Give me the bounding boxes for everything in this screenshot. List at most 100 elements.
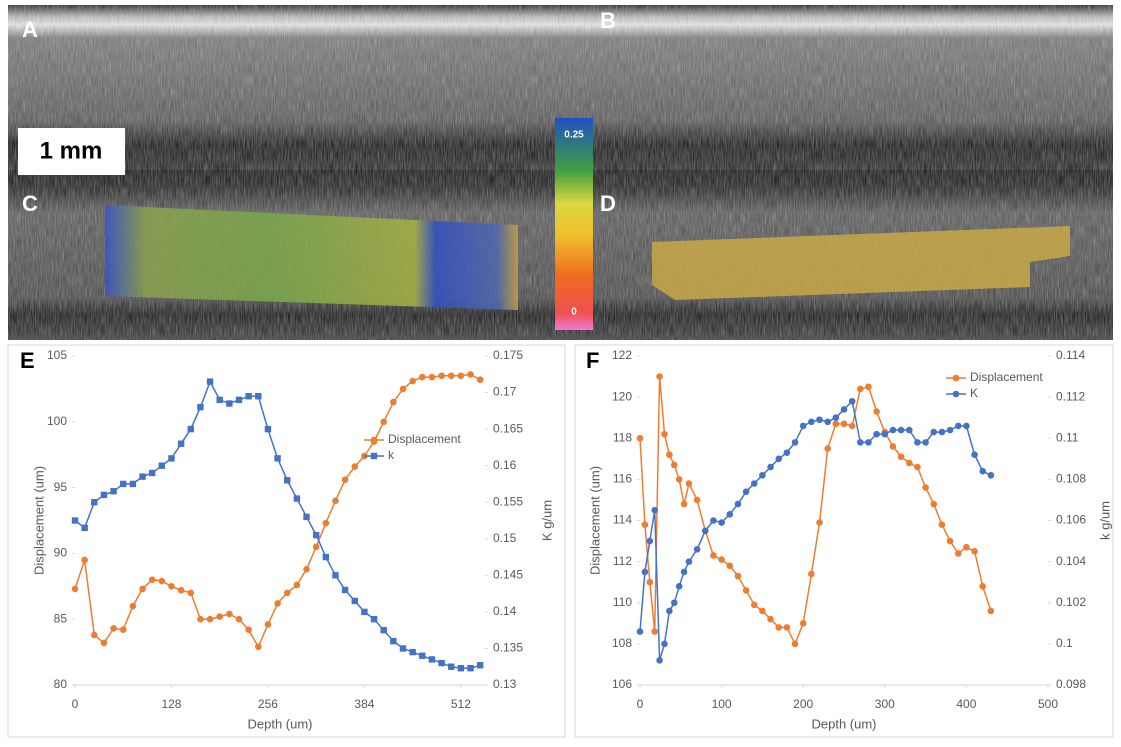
panel-label: E bbox=[20, 348, 35, 373]
legend-label: K bbox=[970, 386, 978, 400]
y-tick-label: 120 bbox=[612, 389, 632, 403]
x-tick-label: 512 bbox=[451, 697, 471, 711]
y-tick-label: 80 bbox=[54, 677, 68, 691]
data-point bbox=[100, 491, 108, 499]
legend-marker bbox=[370, 452, 378, 460]
data-point bbox=[332, 497, 339, 505]
data-point bbox=[636, 628, 644, 635]
data-point bbox=[987, 607, 995, 615]
data-point bbox=[824, 418, 831, 426]
data-point bbox=[914, 463, 921, 471]
data-point bbox=[987, 471, 995, 479]
data-point bbox=[418, 373, 426, 381]
legend-label: Displacement bbox=[388, 432, 461, 446]
y-tick-label: 95 bbox=[54, 480, 68, 494]
data-point bbox=[979, 467, 987, 475]
data-point bbox=[718, 556, 725, 563]
elasticity-overlay-c bbox=[105, 205, 518, 310]
data-point bbox=[808, 570, 815, 578]
data-point bbox=[341, 476, 349, 484]
data-point bbox=[226, 610, 233, 618]
data-point bbox=[954, 422, 962, 430]
data-point bbox=[322, 519, 330, 527]
data-point bbox=[767, 463, 774, 471]
data-point bbox=[963, 543, 970, 551]
x-tick-label: 500 bbox=[1038, 697, 1058, 711]
legend-marker bbox=[952, 374, 960, 382]
data-point bbox=[742, 587, 750, 594]
data-point bbox=[816, 416, 823, 424]
y-tick-label: 122 bbox=[612, 348, 632, 362]
data-point bbox=[701, 527, 709, 535]
data-point bbox=[370, 616, 378, 623]
data-point bbox=[710, 517, 717, 524]
data-point bbox=[293, 581, 301, 589]
data-point bbox=[675, 583, 683, 590]
data-point bbox=[120, 480, 127, 488]
y-axis-title: Displacement (um) bbox=[587, 466, 602, 575]
colorbar bbox=[555, 118, 593, 330]
y-tick-label: 110 bbox=[613, 595, 632, 609]
x-tick-label: 0 bbox=[72, 697, 79, 711]
data-point bbox=[71, 517, 79, 524]
data-point bbox=[865, 383, 872, 391]
data-point bbox=[409, 377, 416, 385]
x-tick-label: 300 bbox=[875, 697, 895, 711]
y2-tick-label: 0.165 bbox=[493, 421, 523, 435]
data-point bbox=[332, 572, 339, 579]
data-point bbox=[428, 656, 436, 663]
y-axis-title: Displacement (um) bbox=[31, 466, 46, 575]
y2-tick-label: 0.145 bbox=[493, 568, 523, 582]
data-point bbox=[177, 586, 185, 594]
data-point bbox=[775, 455, 783, 463]
chart-frame bbox=[7, 344, 566, 738]
data-point bbox=[476, 376, 484, 383]
legend-label: k bbox=[388, 448, 395, 462]
data-point bbox=[685, 558, 693, 565]
data-point bbox=[255, 393, 262, 400]
data-point bbox=[129, 480, 137, 488]
data-point bbox=[361, 608, 368, 616]
data-point bbox=[419, 652, 426, 659]
data-point bbox=[651, 506, 658, 514]
data-point bbox=[832, 420, 840, 428]
data-point bbox=[693, 545, 701, 553]
y-tick-label: 116 bbox=[613, 472, 632, 486]
data-point bbox=[726, 562, 734, 570]
x-tick-label: 0 bbox=[637, 697, 644, 711]
data-point bbox=[447, 372, 455, 380]
y-tick-label: 90 bbox=[54, 546, 68, 560]
data-point bbox=[646, 578, 654, 586]
data-point bbox=[816, 519, 823, 526]
data-point bbox=[710, 552, 717, 559]
data-point bbox=[322, 553, 330, 561]
data-point bbox=[963, 422, 970, 430]
data-point bbox=[718, 519, 725, 526]
y-tick-label: 85 bbox=[54, 611, 68, 625]
legend-marker bbox=[952, 390, 960, 398]
data-point bbox=[889, 426, 897, 434]
data-point bbox=[685, 480, 693, 487]
x-tick-label: 100 bbox=[712, 697, 732, 711]
y2-tick-label: 0.16 bbox=[493, 458, 517, 472]
data-point bbox=[873, 408, 880, 415]
data-point bbox=[274, 455, 281, 462]
data-point bbox=[865, 439, 872, 446]
y2-axis-title: k g/um bbox=[1097, 501, 1112, 540]
data-point bbox=[457, 664, 465, 672]
data-point bbox=[656, 657, 663, 664]
data-point bbox=[399, 645, 407, 652]
y2-tick-label: 0.11 bbox=[1056, 430, 1079, 444]
data-point bbox=[110, 625, 117, 632]
data-point bbox=[380, 626, 387, 634]
data-point bbox=[409, 648, 416, 656]
data-point bbox=[726, 511, 734, 518]
data-point bbox=[197, 403, 204, 411]
data-point bbox=[946, 537, 954, 545]
data-point bbox=[476, 662, 484, 669]
data-point bbox=[428, 373, 436, 381]
data-point bbox=[759, 607, 766, 615]
x-tick-label: 200 bbox=[793, 697, 813, 711]
data-point bbox=[351, 597, 358, 605]
